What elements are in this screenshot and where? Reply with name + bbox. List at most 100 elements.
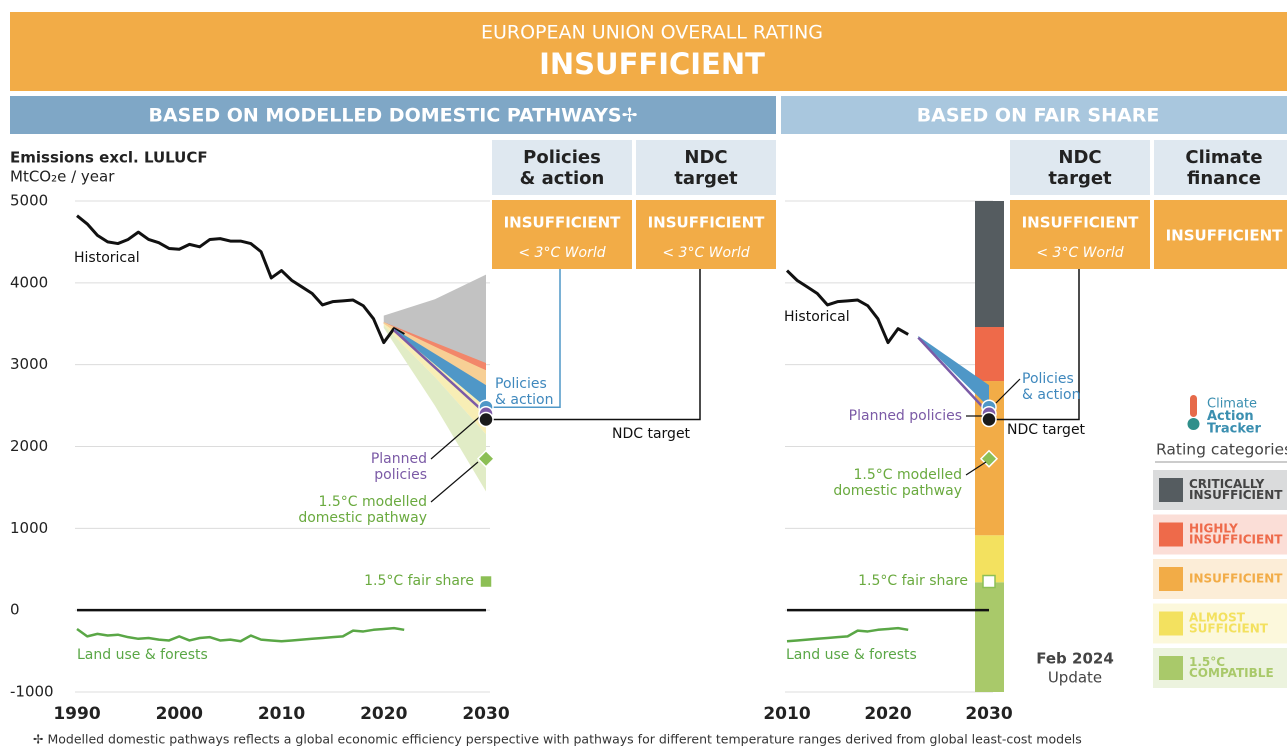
marker-label: NDC target [1007, 422, 1086, 438]
y-tick-label: 0 [10, 601, 20, 619]
rating-banner [10, 12, 1287, 91]
marker [479, 574, 493, 589]
rating-box-header [636, 140, 776, 195]
legend-label: INSUFFICIENT [1189, 572, 1283, 586]
marker-label: & action [495, 392, 553, 408]
update-label: Update [1048, 669, 1102, 687]
legend-label: CRITICALLY [1189, 477, 1265, 491]
marker-label: Planned [371, 451, 427, 467]
marker-label: 1.5°C modelled [319, 494, 427, 510]
policies-projection [393, 328, 486, 408]
rating-box [492, 200, 632, 269]
legend-label: INSUFFICIENT [1189, 533, 1283, 547]
rating-box-rating: INSUFFICIENT [648, 214, 766, 232]
legend-swatch [1159, 567, 1183, 591]
marker [478, 411, 494, 428]
marker [982, 574, 996, 589]
pathway-range [383, 323, 486, 435]
y-tick-label: 1000 [10, 519, 48, 537]
marker-label: NDC target [612, 426, 691, 442]
x-tick-label: 2020 [864, 704, 911, 724]
banner-title: EUROPEAN UNION OVERALL RATING [481, 22, 823, 44]
footnote: ✢ Modelled domestic pathways reflects a … [33, 732, 1082, 747]
banner-rating: INSUFFICIENT [539, 47, 765, 81]
policies-projection [918, 336, 989, 408]
marker-label: policies [374, 467, 427, 483]
x-tick-label: 2030 [462, 704, 509, 724]
rating-box-title: NDC [1058, 147, 1101, 168]
logo-text: Action [1207, 409, 1254, 424]
x-tick-label: 2030 [965, 704, 1012, 724]
rating-box-header [1010, 140, 1150, 195]
rating-box-title: Climate [1185, 147, 1262, 168]
rating-box-title: finance [1187, 168, 1261, 189]
rating-box-note: < 3°C World [1036, 245, 1123, 261]
x-tick-label: 2020 [360, 704, 407, 724]
legend-label: INSUFFICIENT [1189, 488, 1283, 502]
planned-policies-line [393, 329, 487, 415]
series-line [76, 214, 405, 345]
marker-label: Policies [1022, 371, 1074, 387]
logo-text: Tracker [1207, 422, 1261, 437]
series-label: Land use & forests [786, 647, 917, 663]
x-tick-label: 1990 [53, 704, 100, 724]
rating-box-rating: INSUFFICIENT [1166, 227, 1284, 245]
section-header [781, 96, 1287, 134]
rating-box [1010, 200, 1150, 269]
legend-swatch [1159, 656, 1183, 680]
leader-line [965, 461, 987, 476]
rating-box-title: NDC [684, 147, 727, 168]
legend-swatch [1159, 478, 1183, 502]
legend-label: ALMOST [1189, 611, 1246, 625]
y-axis-title: MtCO₂e / year [10, 168, 115, 186]
marker-label: 1.5°C modelled [854, 467, 962, 483]
fair-share-band [975, 201, 1004, 328]
marker-label: 1.5°C fair share [364, 573, 474, 589]
marker-label: Planned policies [849, 408, 962, 424]
series-line [786, 626, 909, 643]
legend-label: SUFFICIENT [1189, 622, 1269, 636]
series-line [76, 626, 405, 643]
section-title: BASED ON FAIR SHARE [917, 105, 1160, 127]
rating-box-title: & action [520, 168, 605, 189]
pathway-range [383, 325, 486, 492]
logo-thermometer [1190, 395, 1197, 417]
rating-box-rating: INSUFFICIENT [504, 214, 622, 232]
legend-label: HIGHLY [1189, 522, 1238, 536]
series-label: Historical [784, 309, 850, 325]
rating-box-title: target [674, 168, 738, 189]
marker [476, 449, 496, 468]
y-tick-label: 4000 [10, 273, 48, 291]
logo-text: Climate [1207, 397, 1257, 412]
section-header [10, 96, 776, 134]
fair-share-band [975, 582, 1004, 692]
marker-label: Policies [495, 376, 547, 392]
y-tick-label: 2000 [10, 437, 48, 455]
marker-label: domestic pathway [833, 483, 962, 499]
section-title: BASED ON MODELLED DOMESTIC PATHWAYS✢ [149, 105, 638, 127]
y-tick-label: 5000 [10, 192, 48, 210]
marker-label: 1.5°C fair share [858, 573, 968, 589]
rating-box-header [492, 140, 632, 195]
y-tick-label: -1000 [10, 683, 54, 701]
fair-share-band [975, 535, 1004, 583]
rating-box-rating: INSUFFICIENT [1022, 214, 1140, 232]
rating-box-header [1154, 140, 1287, 195]
connector [491, 269, 561, 408]
rating-box [1154, 200, 1287, 269]
rating-box-note: < 3°C World [662, 245, 749, 261]
x-tick-label: 2010 [258, 704, 305, 724]
rating-box-title: Policies [523, 147, 601, 168]
connector [994, 269, 1080, 421]
leader-line [995, 378, 1021, 404]
y-tick-label: 3000 [10, 355, 48, 373]
x-tick-label: 2000 [156, 704, 203, 724]
marker [981, 411, 997, 428]
marker-label: & action [1022, 387, 1080, 403]
series-label: Historical [74, 250, 140, 266]
legend-title: Rating categories [1156, 441, 1287, 459]
legend-label: 1.5°C [1189, 655, 1225, 669]
connector [491, 269, 701, 421]
rating-box-note: < 3°C World [518, 245, 605, 261]
